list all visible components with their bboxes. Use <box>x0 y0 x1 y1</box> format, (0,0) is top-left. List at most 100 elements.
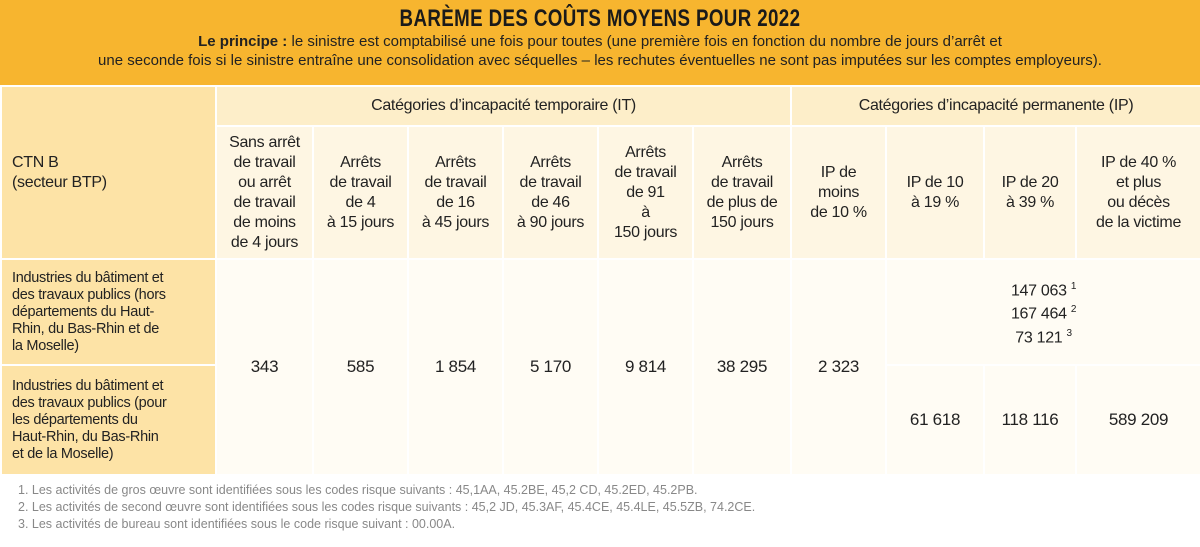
column-header: Arrêts de travail de 16 à 45 jours <box>407 125 504 260</box>
text-line: à 15 jours <box>326 213 395 231</box>
text-line: moins <box>817 183 860 201</box>
column-header: IP de moins de 10 % <box>790 125 888 260</box>
column-header: IP de 20 à 39 % <box>983 125 1078 260</box>
principle-line: Le principe : le sinistre est comptabili… <box>0 32 1200 51</box>
value-cell: 1 854 <box>407 258 504 476</box>
text-line: Sans arrêt <box>229 133 300 151</box>
text-line: de travail <box>233 193 296 211</box>
text-line: Industries du bâtiment et <box>12 377 164 394</box>
text-line: de travail <box>329 173 392 191</box>
text-line: Arrêts <box>625 143 666 161</box>
group-header: Catégories d’incapacité permanente (IP) <box>790 85 1200 127</box>
amount: 73 121 <box>1015 328 1063 346</box>
text-line: de la victime <box>1096 213 1182 231</box>
footnote: 3. Les activités de bureau sont identifi… <box>18 517 456 531</box>
value-cell: 2 323 <box>790 258 888 476</box>
text-line: 150 jours <box>613 223 678 241</box>
text-line: CTN B <box>12 153 59 171</box>
corner-cell: CTN B (secteur BTP) <box>0 85 217 260</box>
principle-line: une seconde fois si le sinistre entraîne… <box>98 52 1102 69</box>
note-ref: 3 <box>1066 327 1073 339</box>
text-line: à 45 jours <box>421 213 490 231</box>
note-ref: 1 <box>1070 281 1077 292</box>
value-line: 167 464 2 <box>889 300 1198 323</box>
value-line: 73 121 3 <box>889 324 1198 347</box>
text-line: de travail <box>519 173 582 191</box>
note-ref: 2 <box>1070 304 1077 316</box>
text-line: IP de 40 % <box>1101 153 1177 171</box>
text-line: la Moselle) <box>12 337 79 354</box>
text-line: de 46 <box>531 193 570 211</box>
text-line: Industries du bâtiment et <box>12 269 164 286</box>
text-line: de travail <box>424 173 487 191</box>
column-header: Arrêts de travail de 46 à 90 jours <box>502 125 599 260</box>
text-line: ou décès <box>1107 193 1170 211</box>
text-line: de travail <box>711 173 773 191</box>
text-line: Rhin, du Bas-Rhin et de <box>12 320 160 337</box>
text-line: à 19 % <box>911 193 960 211</box>
value-line: 147 063 1 <box>889 277 1198 300</box>
text-line: ou arrêt <box>238 173 291 191</box>
value-cell: 589 209 <box>1075 364 1200 476</box>
row-label: Industries du bâtiment et des travaux pub… <box>0 364 217 476</box>
footnote: 2. Les activités de second œuvre sont id… <box>18 500 756 514</box>
group-header: Catégories d’incapacité temporaire (IT) <box>214 85 793 127</box>
amount: 167 464 <box>1010 305 1067 323</box>
text-line: Arrêts <box>530 153 571 171</box>
column-row: Sans arrêt de travail ou arrêt de travail de… <box>1 125 1200 260</box>
text-line: à 90 jours <box>516 213 585 231</box>
text-line: à 39 % <box>1006 193 1055 211</box>
text-line: de travail <box>614 163 677 181</box>
text-line: de moins <box>233 213 296 231</box>
text-line: à <box>641 203 650 221</box>
text-line: de 10 % <box>810 203 867 221</box>
value-cell: 585 <box>312 258 409 476</box>
text-line: de 16 <box>436 193 475 211</box>
text-line: des travaux publics (pour <box>12 394 167 411</box>
text-line: Haut-Rhin, du Bas-Rhin <box>12 428 159 445</box>
text-line: IP de <box>820 163 857 181</box>
text-line: de 91 <box>626 183 665 201</box>
value-cell: 9 814 <box>597 258 694 476</box>
value-cell: 118 116 <box>983 364 1078 476</box>
amount: 147 063 <box>1010 282 1067 300</box>
text-line: de travail <box>233 153 296 171</box>
text-line: 150 jours <box>710 213 774 231</box>
data-row: Industries du bâtiment et des travaux pub… <box>0 364 1200 476</box>
column-header: IP de 40 % et plus ou décès de la victime <box>1075 125 1200 260</box>
text-line: de 4 jours <box>230 233 299 251</box>
column-header: Arrêts de travail de 4 à 15 jours <box>312 125 409 260</box>
footnote: 1. Les activités de gros œuvre sont iden… <box>18 483 698 497</box>
text-line: de plus de <box>706 193 778 211</box>
value-cell: 343 <box>215 258 314 476</box>
group-row: CTN B (secteur BTP) Catégories d’incapacit… <box>0 85 1200 260</box>
value-cell: 61 618 <box>885 364 986 476</box>
footnotes: 1. Les activités de gros œuvre sont iden… <box>0 476 1200 533</box>
row-label: Industries du bâtiment et des travaux pub… <box>0 258 217 366</box>
text-line: départements du Haut- <box>12 303 155 320</box>
text-line: des travaux publics (hors <box>12 286 166 303</box>
title: BARÈME DES COÛTS MOYENS POUR 2022 <box>399 5 801 32</box>
text-line: Arrêts <box>435 153 476 171</box>
column-header: Sans arrêt de travail ou arrêt de travail de… <box>215 125 314 260</box>
value-cell: 147 063 1 167 464 2 73 121 3 <box>885 258 1200 366</box>
text-line: et de la Moselle) <box>12 445 114 462</box>
text-line: et plus <box>1116 173 1162 191</box>
text-line: (secteur BTP) <box>12 173 107 191</box>
data-row: Industries du bâtiment et des travaux pub… <box>0 258 1200 476</box>
principle-text: le sinistre est comptabilisé une fois po… <box>291 33 1002 50</box>
value-cell: 5 170 <box>502 258 599 476</box>
text-line: IP de 20 <box>1001 173 1059 191</box>
text-line: de 4 <box>345 193 376 211</box>
text-line: les départements du <box>12 411 138 428</box>
column-header: Arrêts de travail de 91 à 150 jours <box>597 125 694 260</box>
text-line: IP de 10 <box>906 173 964 191</box>
cost-table: CTN B (secteur BTP) Catégories d’incapacit… <box>0 85 1200 476</box>
text-line: Arrêts <box>721 153 763 171</box>
principle-label: Le principe : <box>198 33 288 50</box>
text-line: Arrêts <box>340 153 381 171</box>
column-header: Arrêts de travail de plus de 150 jours <box>691 125 793 260</box>
value-cell: 38 295 <box>691 258 793 476</box>
